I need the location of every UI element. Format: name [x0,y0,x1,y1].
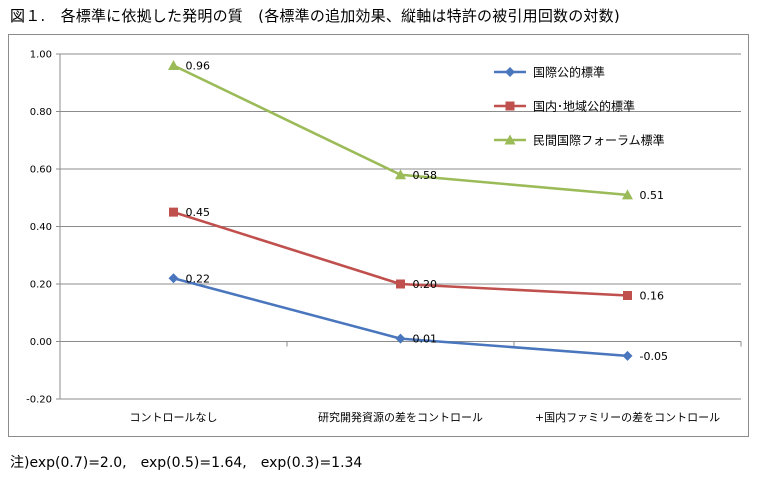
legend-label: 国際公的標準 [533,65,605,80]
data-label: 0.20 [413,278,438,291]
data-label: 0.01 [413,333,438,346]
legend-marker [504,134,516,145]
series-2: 0.45 0.20 0.16 [169,206,665,303]
legend-entry-3: 民間国際フォーラム標準 [494,133,665,148]
y-tick-label: 0.40 [30,222,52,233]
y-tick-label: 0.80 [30,107,52,118]
y-tick-label: 0.20 [30,280,52,291]
data-point [395,169,406,180]
data-point [622,350,633,361]
legend-marker [505,101,515,111]
data-point [396,279,405,289]
data-point [395,333,406,344]
data-point [623,291,632,300]
x-tick-label: +国内ファミリーの差をコントロール [535,410,720,424]
data-point [168,273,179,284]
data-label: 0.16 [640,290,665,303]
data-point [169,207,178,217]
figure-note: 注)exp(0.7)=2.0, exp(0.5)=1.64, exp(0.3)=… [10,455,363,471]
x-tick-label: コントロールなし [130,411,218,424]
data-label: 0.96 [186,60,211,73]
legend-entry-2: 国内･地域公的標準 [494,99,635,114]
chart-area: -0.20 0.00 0.20 0.40 0.60 0.80 1.00 コントロールなし 研究開… [8,34,749,437]
series-group: 0.22 0.01 -0.05 0.45 0.20 0.16 0.96 0.58 0.51 [168,60,668,363]
data-label: 0.45 [186,206,211,219]
data-label: -0.05 [640,350,668,363]
x-tick-label: 研究開発資源の差をコントロール [318,410,483,424]
figure-title: 図１. 各標準に依拠した発明の質 (各標準の追加効果、縦軸は特許の被引用回数の対… [10,7,620,25]
axes: -0.20 0.00 0.20 0.40 0.60 0.80 1.00 コントロールなし 研究開… [26,50,742,424]
line-chart: -0.20 0.00 0.20 0.40 0.60 0.80 1.00 コントロールなし 研究開… [26,50,742,424]
data-label: 0.51 [640,189,665,202]
series-line [173,276,628,358]
data-point [168,60,179,70]
series-1: 0.22 0.01 -0.05 [168,272,668,363]
legend-label: 国内･地域公的標準 [533,99,635,114]
legend-label: 民間国際フォーラム標準 [533,133,665,148]
data-point [622,189,633,200]
y-tick-label: 0.00 [30,337,52,348]
data-label: 0.22 [186,272,211,285]
series-3: 0.96 0.58 0.51 [168,60,664,202]
data-label: 0.58 [413,169,438,182]
gridlines [60,53,741,400]
y-tick-label: 1.00 [30,50,52,61]
legend-entry-1: 国際公的標準 [494,65,605,80]
legend-marker [505,67,515,77]
y-tick-label: -0.20 [26,395,52,406]
y-tick-label: 0.60 [30,165,52,176]
